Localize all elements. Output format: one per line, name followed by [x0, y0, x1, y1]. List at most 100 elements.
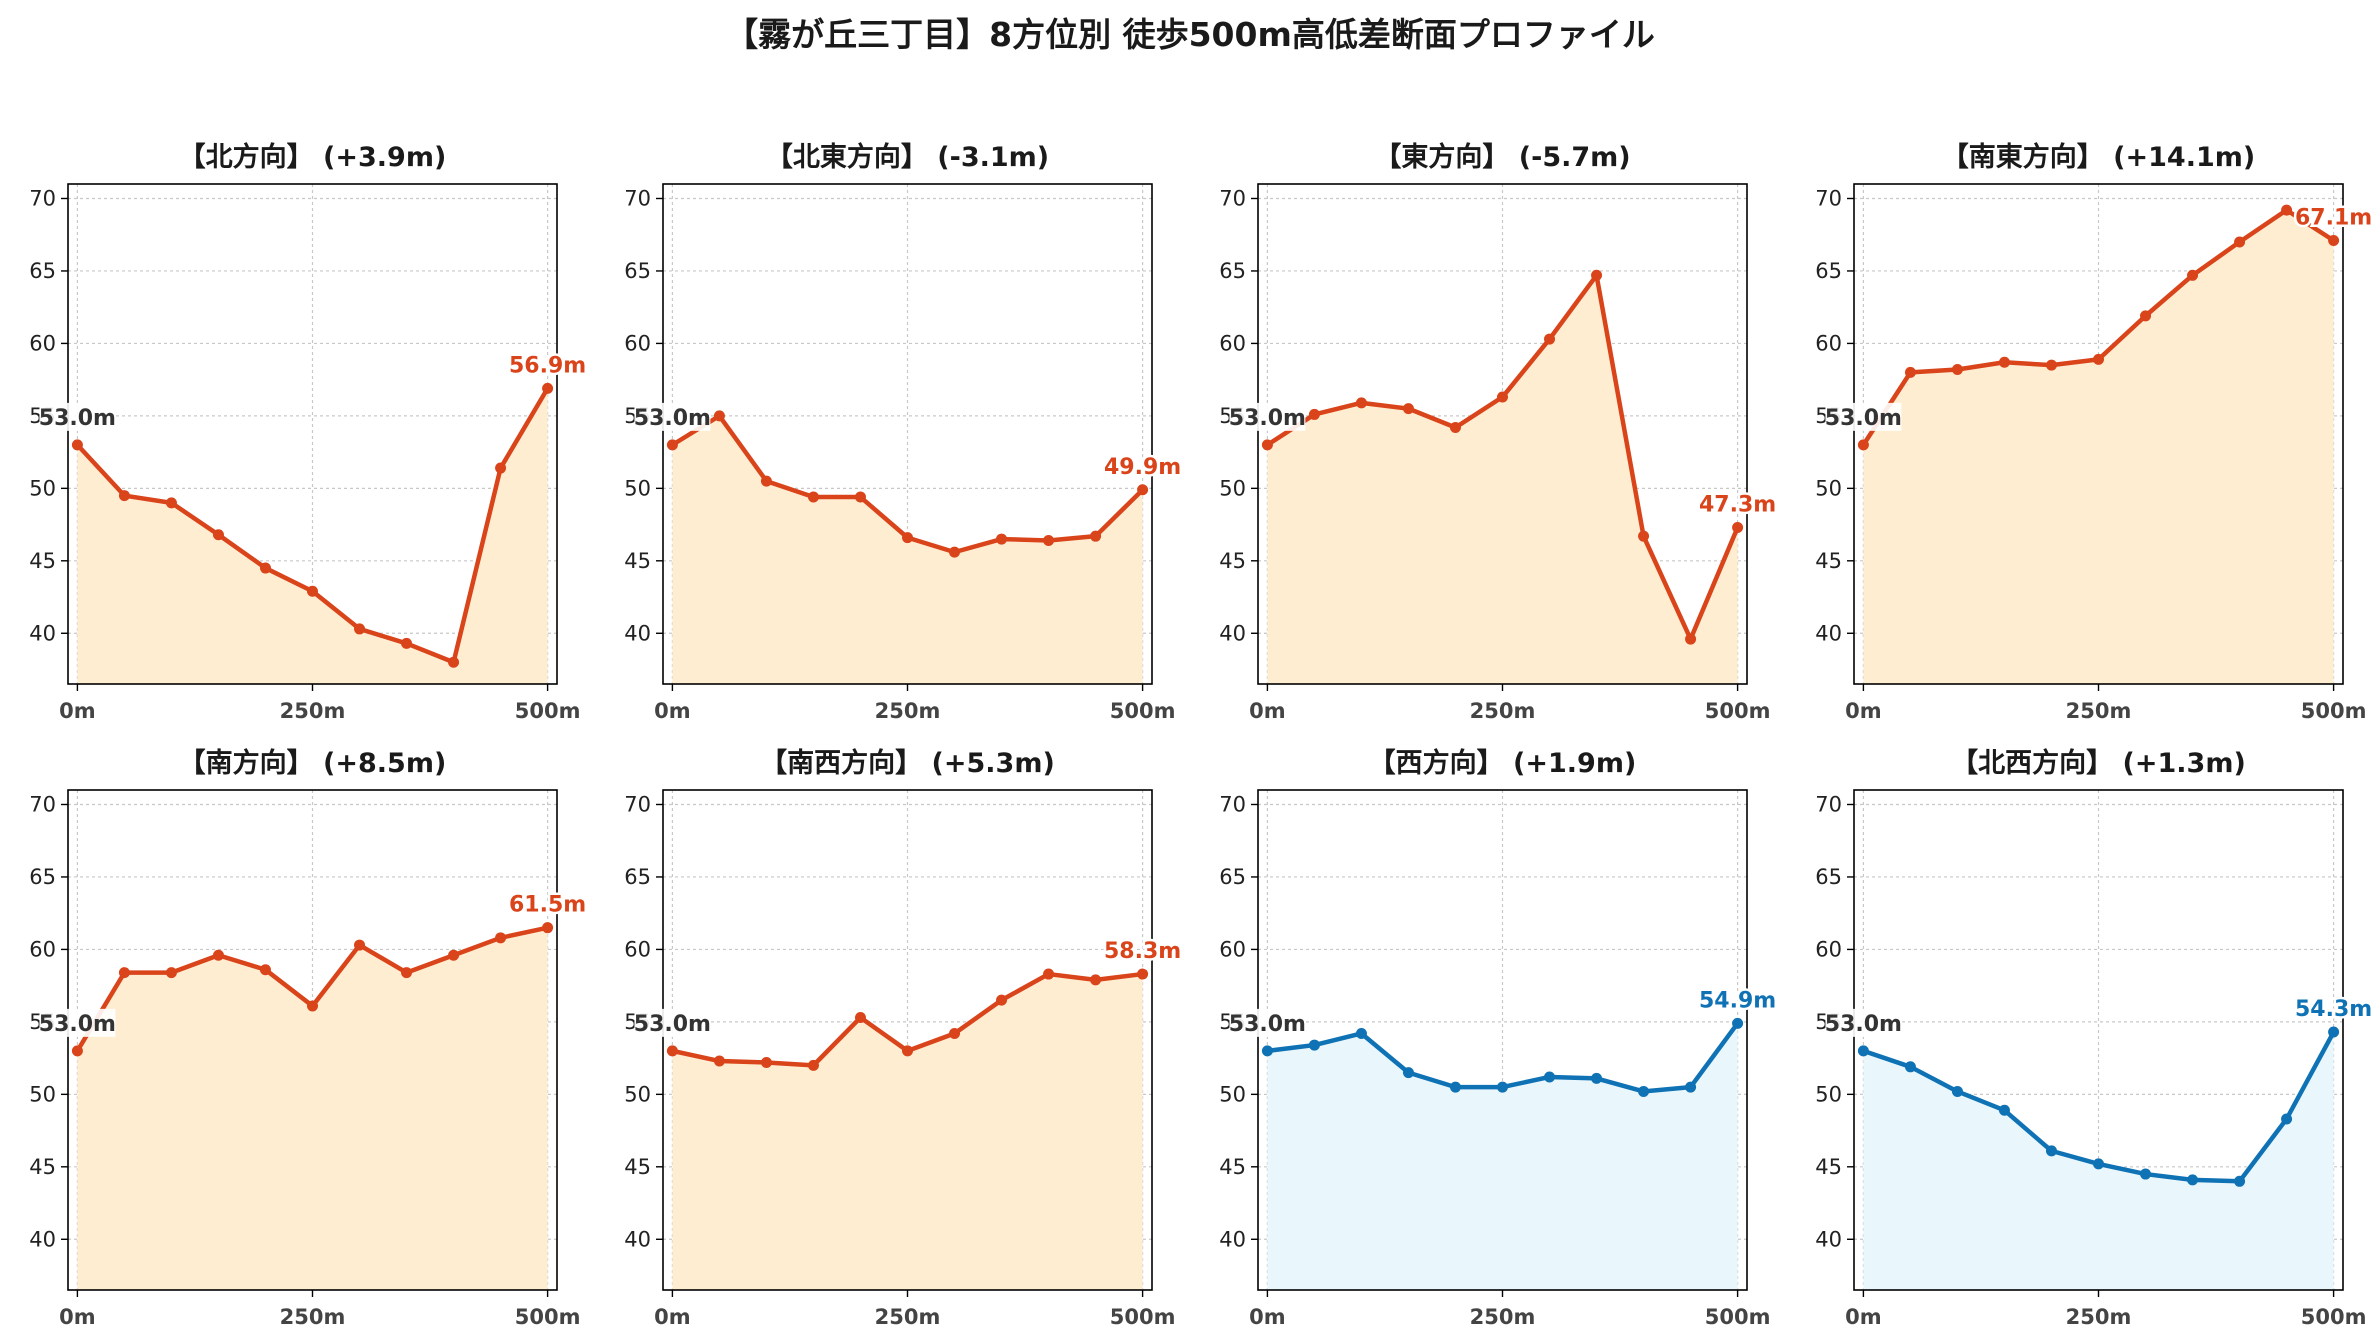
- x-tick-label: 0m: [59, 699, 96, 723]
- subplot-4: 404550556065700m250m500m【南東方向】 (+14.1m)5…: [1815, 141, 2374, 723]
- x-tick-label: 500m: [1110, 699, 1176, 723]
- data-point: [1638, 530, 1650, 542]
- data-point: [495, 462, 507, 474]
- y-tick-label: 40: [1815, 1227, 1842, 1251]
- subplot-2: 404550556065700m250m500m【北東方向】 (-3.1m)53…: [624, 141, 1183, 723]
- data-point: [949, 546, 961, 558]
- data-point: [1090, 974, 1102, 986]
- data-point: [118, 490, 130, 502]
- subplot-title: 【西方向】 (+1.9m): [1369, 747, 1637, 779]
- y-tick-label: 65: [624, 865, 651, 889]
- data-point: [949, 1027, 961, 1039]
- start-label-box: [39, 402, 116, 431]
- data-point: [1402, 1067, 1414, 1079]
- subplot-title: 【南方向】 (+8.5m): [179, 747, 447, 779]
- subplot-1: 404550556065700m250m500m【北方向】 (+3.9m)53.…: [29, 141, 588, 723]
- y-tick-label: 45: [1815, 549, 1842, 573]
- x-tick-label: 0m: [654, 699, 691, 723]
- y-tick-label: 60: [29, 937, 56, 961]
- start-label-box: [1229, 1008, 1306, 1037]
- x-tick-label: 250m: [875, 699, 941, 723]
- data-point: [1355, 1027, 1367, 1039]
- data-point: [2045, 359, 2057, 371]
- data-point: [666, 439, 678, 451]
- data-point: [401, 967, 413, 979]
- y-tick-label: 65: [1219, 865, 1246, 889]
- y-tick-label: 45: [624, 549, 651, 573]
- data-point: [1998, 356, 2010, 368]
- x-tick-label: 0m: [1845, 699, 1882, 723]
- y-tick-label: 50: [29, 476, 56, 500]
- start-label-box: [39, 1008, 116, 1037]
- start-label: 53.0m: [634, 406, 711, 431]
- y-tick-label: 70: [29, 186, 56, 210]
- data-point: [1591, 269, 1603, 281]
- data-point: [2328, 235, 2340, 247]
- data-point: [902, 1045, 913, 1057]
- data-point: [1308, 408, 1320, 420]
- end-label: 58.3m: [1104, 939, 1181, 964]
- data-point: [71, 1045, 83, 1057]
- area-fill: [672, 974, 1143, 1290]
- data-point: [1951, 364, 1963, 376]
- subplot-3: 404550556065700m250m500m【東方向】 (-5.7m)53.…: [1219, 141, 1778, 723]
- subplot-title: 【北東方向】 (-3.1m): [766, 141, 1049, 173]
- start-label-box: [1825, 1008, 1902, 1037]
- start-label-box: [1229, 402, 1306, 431]
- data-point: [854, 491, 866, 503]
- start-label-box: [634, 1008, 711, 1037]
- data-point: [1951, 1085, 1963, 1097]
- x-tick-label: 250m: [2066, 1305, 2132, 1329]
- data-point: [1904, 366, 1916, 378]
- x-tick-label: 250m: [2066, 699, 2132, 723]
- y-tick-label: 45: [1219, 549, 1246, 573]
- data-point: [307, 1000, 318, 1012]
- y-tick-label: 70: [1815, 186, 1842, 210]
- data-point: [713, 410, 725, 422]
- data-point: [448, 949, 460, 961]
- start-label: 53.0m: [1825, 1012, 1902, 1037]
- data-point: [448, 656, 460, 668]
- data-point: [1043, 535, 1055, 547]
- area-fill: [1267, 275, 1738, 684]
- y-tick-label: 40: [624, 1227, 651, 1251]
- y-tick-label: 70: [624, 792, 651, 816]
- data-point: [2187, 1174, 2199, 1186]
- data-point: [542, 922, 554, 934]
- y-tick-label: 45: [29, 549, 56, 573]
- y-tick-label: 70: [1219, 792, 1246, 816]
- data-point: [1685, 633, 1697, 645]
- y-tick-label: 50: [1815, 476, 1842, 500]
- y-tick-label: 65: [29, 865, 56, 889]
- data-point: [666, 1045, 678, 1057]
- y-tick-label: 40: [1219, 621, 1246, 645]
- y-tick-label: 65: [29, 259, 56, 283]
- data-point: [1308, 1039, 1320, 1051]
- data-point: [354, 939, 366, 951]
- data-point: [1449, 1081, 1461, 1093]
- data-point: [1497, 391, 1508, 403]
- data-point: [212, 529, 224, 541]
- subplot-6: 404550556065700m250m500m【南西方向】 (+5.3m)53…: [624, 747, 1183, 1329]
- y-tick-label: 40: [1219, 1227, 1246, 1251]
- y-tick-label: 65: [1815, 259, 1842, 283]
- x-tick-label: 500m: [1705, 1305, 1771, 1329]
- subplot-title: 【南東方向】 (+14.1m): [1942, 141, 2255, 173]
- area-fill: [77, 388, 548, 684]
- subplot-8: 404550556065700m250m500m【北西方向】 (+1.3m)53…: [1815, 747, 2374, 1329]
- data-point: [902, 532, 913, 544]
- figure-title: 【霧が丘三丁目】8方位別 徒歩500m高低差断面プロファイル: [725, 15, 1655, 54]
- data-point: [1090, 530, 1102, 542]
- x-tick-label: 0m: [1249, 699, 1286, 723]
- x-tick-label: 500m: [1110, 1305, 1176, 1329]
- y-tick-label: 60: [1219, 331, 1246, 355]
- data-point: [1998, 1104, 2010, 1116]
- y-tick-label: 60: [29, 331, 56, 355]
- data-point: [165, 497, 177, 509]
- x-tick-label: 250m: [1470, 699, 1536, 723]
- y-tick-label: 70: [624, 186, 651, 210]
- y-tick-label: 40: [1815, 621, 1842, 645]
- start-label-box: [634, 402, 711, 431]
- end-label: 47.3m: [1699, 492, 1776, 517]
- y-tick-label: 65: [1219, 259, 1246, 283]
